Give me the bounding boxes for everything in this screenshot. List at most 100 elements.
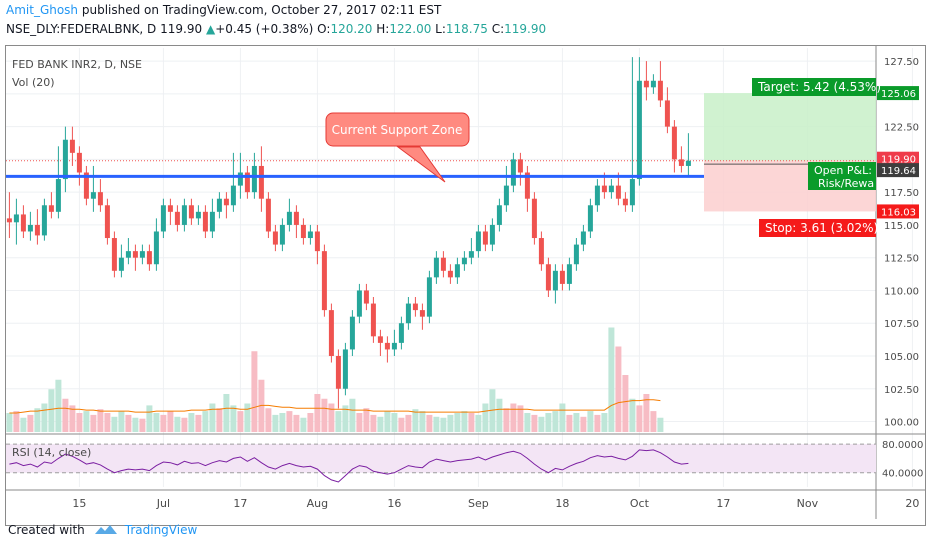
candle-body	[286, 211, 292, 225]
stop-label-bg	[759, 219, 876, 237]
time-tick-label: Oct	[630, 497, 650, 510]
volume-bar	[272, 414, 279, 432]
volume-bar	[482, 403, 489, 432]
author-link[interactable]: Amit_Ghosh	[6, 3, 79, 17]
candle-body	[440, 257, 446, 271]
volume-bar	[370, 414, 377, 432]
candle-body	[258, 165, 264, 199]
candle-body	[265, 198, 271, 232]
chart-frame	[5, 45, 926, 526]
trade-zones	[6, 93, 876, 212]
volume-bar	[286, 411, 293, 432]
tradingview-brand-link[interactable]: TradingView	[124, 523, 198, 537]
price-axis: 80.000040.0000127.50125.00122.50120.0011…	[877, 57, 923, 480]
volume-bar	[76, 413, 83, 432]
symbol-label[interactable]: NSE_DLY:FEDERALBNK, D	[6, 22, 157, 36]
rsi-indicator-label[interactable]: RSI (14, close)	[12, 446, 92, 459]
volume-bar	[419, 411, 426, 432]
candle-body	[237, 172, 243, 186]
candle-body	[6, 218, 12, 223]
candle-body	[482, 231, 488, 245]
rsi-tick-label: 40.0000	[882, 469, 923, 480]
volume-bar	[545, 413, 552, 432]
price-tick-label: 122.50	[884, 123, 919, 134]
candle-body	[398, 323, 404, 343]
published-text: published on TradingView.com, October 27…	[81, 3, 442, 17]
candle-body	[391, 342, 397, 350]
candle-body	[419, 310, 425, 317]
candle-body	[293, 211, 299, 225]
candle-body	[125, 251, 131, 258]
candle-body	[307, 231, 313, 239]
candle-body	[363, 290, 369, 304]
volume-bar	[104, 413, 111, 432]
volume-bar	[573, 413, 580, 432]
candle-body	[321, 251, 327, 311]
volume-bar	[27, 414, 34, 432]
volume-bar	[62, 398, 69, 432]
candle-body	[34, 224, 40, 236]
time-tick-label: 17	[233, 497, 247, 510]
volume-bars	[6, 327, 664, 432]
candle-body	[41, 205, 47, 236]
candle-body	[601, 185, 607, 193]
volume-bar	[580, 416, 587, 432]
price-tick-label: 107.50	[884, 319, 919, 330]
volume-bar	[356, 413, 363, 432]
volume-bar	[34, 408, 41, 432]
time-tick-label: 17	[716, 497, 730, 510]
volume-bar	[468, 413, 475, 432]
volume-bar	[132, 417, 139, 432]
stop-price-tag-bg	[877, 204, 919, 219]
candle-body	[279, 224, 285, 245]
candle-body	[412, 303, 418, 311]
candle-body	[594, 185, 600, 206]
volume-bar	[202, 411, 209, 432]
volume-bar	[489, 389, 496, 432]
time-axis: 15 Jul 17 Aug 16 Sep 18 Oct 17 Nov 20	[72, 497, 919, 510]
rsi-tick-label: 80.0000	[882, 440, 923, 451]
change-value: +0.45 (+0.38%)	[215, 22, 314, 36]
candle-body	[69, 139, 75, 153]
volume-bar	[496, 398, 503, 432]
volume-bar	[391, 413, 398, 432]
candle-body	[209, 211, 215, 232]
time-tick-label: 18	[555, 497, 569, 510]
time-tick-label: Aug	[307, 497, 328, 510]
candle-body	[167, 205, 173, 212]
volume-bar	[307, 413, 314, 432]
stop-price-tag: 116.03	[881, 207, 916, 218]
volume-indicator-label[interactable]: Vol (20)	[12, 76, 55, 89]
volume-bar	[608, 327, 615, 432]
candle-body	[657, 80, 663, 101]
target-zone	[704, 93, 876, 161]
candle-body	[636, 80, 642, 180]
publish-info: Amit_Ghosh published on TradingView.com,…	[6, 3, 441, 17]
candle-body	[587, 205, 593, 232]
volume-bar	[517, 405, 524, 432]
stop-label: Stop: 3.61 (3.02%)	[765, 221, 878, 235]
candle-body	[517, 159, 523, 173]
volume-bar	[657, 417, 664, 432]
volume-bar	[195, 414, 202, 432]
volume-bar	[377, 416, 384, 432]
volume-bar	[139, 418, 146, 432]
callout-box	[325, 112, 470, 147]
price-tick-label: 110.00	[884, 286, 919, 297]
volume-bar	[594, 414, 601, 432]
candle-body	[27, 224, 33, 232]
volume-bar	[524, 413, 531, 432]
volume-bar	[531, 414, 538, 432]
volume-bar	[188, 413, 195, 432]
support-callout: Current Support Zone	[325, 112, 470, 183]
volume-bar	[55, 379, 62, 432]
volume-bar	[13, 411, 20, 432]
candle-body	[139, 251, 145, 258]
candle-body	[188, 205, 194, 219]
volume-bar	[601, 413, 608, 432]
target-price-tag-bg	[877, 86, 919, 101]
volume-bar	[454, 413, 461, 432]
ohlc-header: NSE_DLY:FEDERALBNK, D 119.90 ▲+0.45 (+0.…	[6, 22, 546, 36]
candle-body	[97, 192, 103, 206]
